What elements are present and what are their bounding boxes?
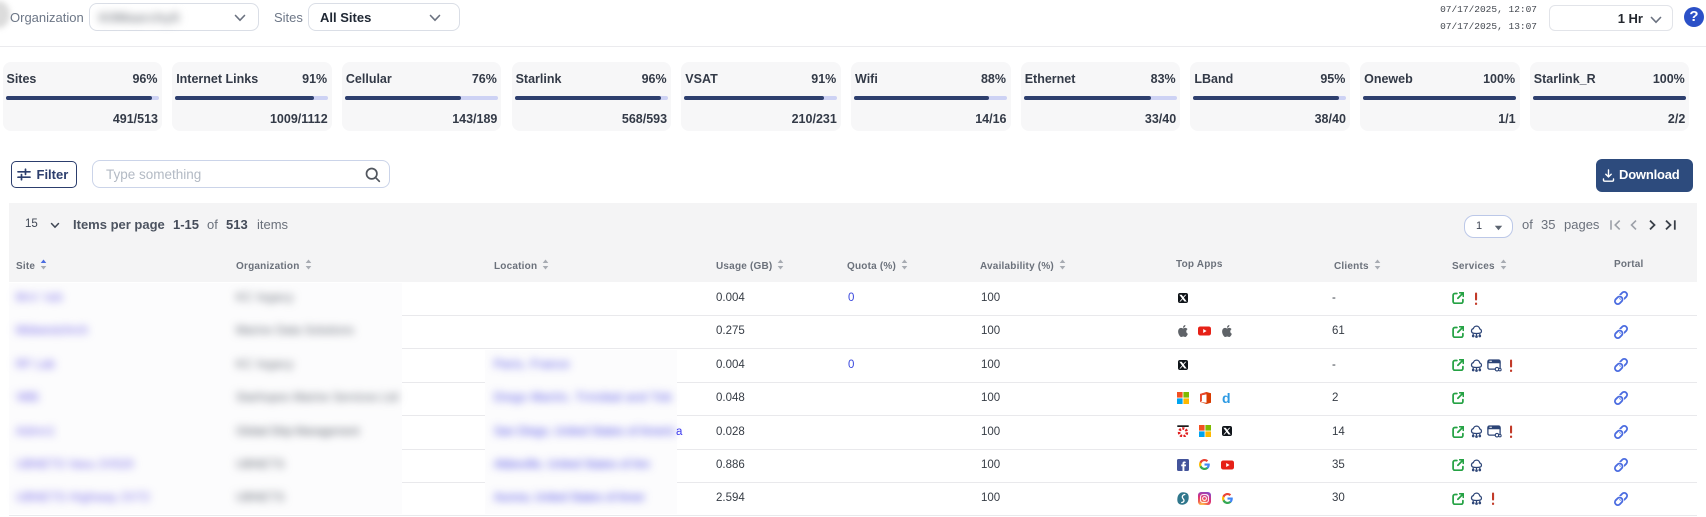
svg-text:d: d [1222,392,1231,404]
